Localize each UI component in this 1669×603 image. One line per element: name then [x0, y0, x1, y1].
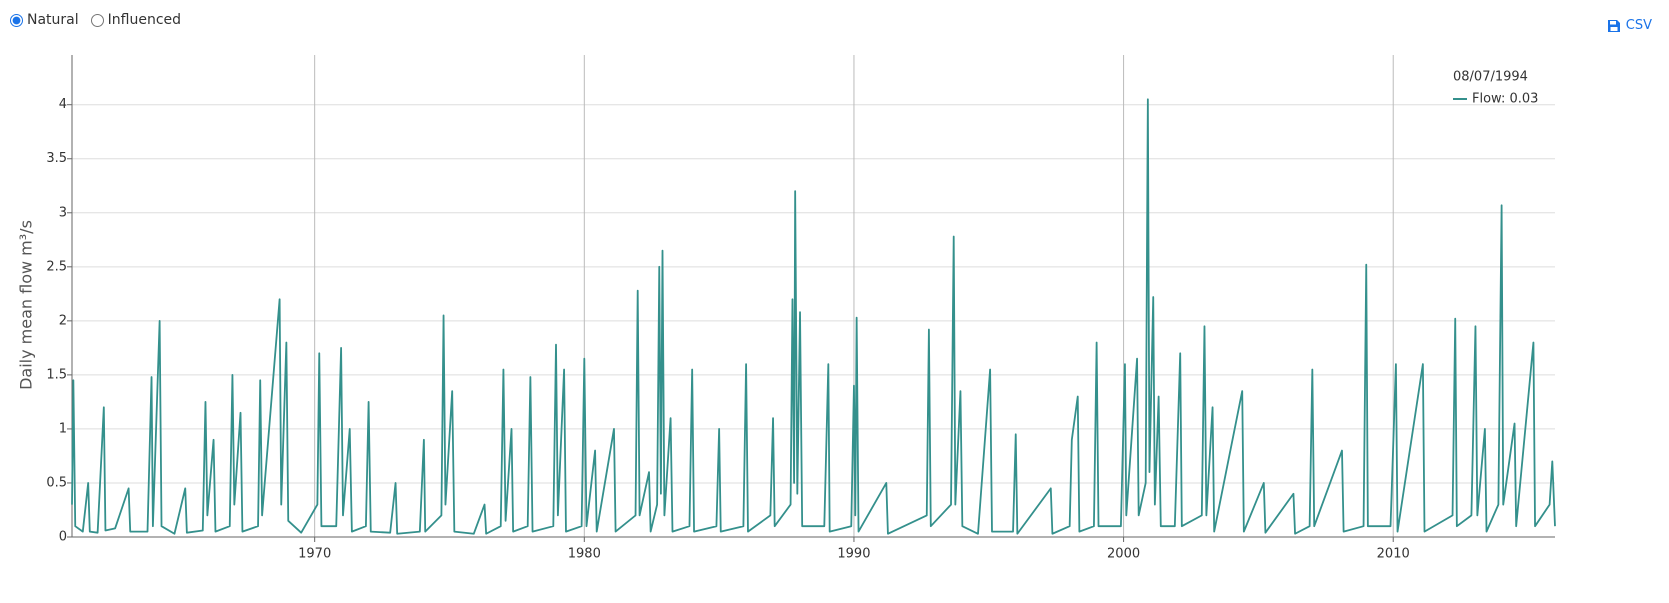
- y-tick-label: 2.5: [46, 259, 67, 274]
- option-label: Natural: [27, 12, 79, 28]
- y-axis-title: Daily mean flow m³/s: [17, 220, 36, 390]
- y-tick-label: 3.5: [46, 151, 67, 166]
- x-tick-label: 1970: [298, 547, 331, 562]
- option-influenced[interactable]: Influenced: [90, 12, 182, 28]
- tooltip-date: 08/07/1994: [1453, 70, 1528, 85]
- option-label: Influenced: [107, 12, 182, 28]
- x-tick-label: 1990: [837, 547, 870, 562]
- x-tick-label: 2010: [1377, 547, 1410, 562]
- y-tick-label: 0: [59, 530, 67, 545]
- y-tick-label: 2: [59, 313, 67, 328]
- y-tick-label: 0.5: [46, 475, 67, 490]
- y-tick-label: 1.5: [46, 367, 67, 382]
- flow-type-options: Natural Influenced: [10, 12, 181, 28]
- csv-download[interactable]: CSV: [1607, 18, 1652, 33]
- save-icon: [1607, 19, 1620, 32]
- y-tick-label: 1: [59, 421, 67, 436]
- y-tick-label: 4: [59, 97, 67, 112]
- flow-line: [71, 98, 1556, 535]
- x-tick-label: 1980: [568, 547, 601, 562]
- y-tick-label: 3: [59, 205, 67, 220]
- x-tick-label: 2000: [1107, 547, 1140, 562]
- csv-label: CSV: [1625, 18, 1652, 33]
- radio[interactable]: [10, 13, 23, 27]
- radio[interactable]: [90, 13, 104, 27]
- tooltip-value: Flow: 0.03: [1472, 92, 1538, 107]
- option-natural[interactable]: Natural: [10, 12, 79, 28]
